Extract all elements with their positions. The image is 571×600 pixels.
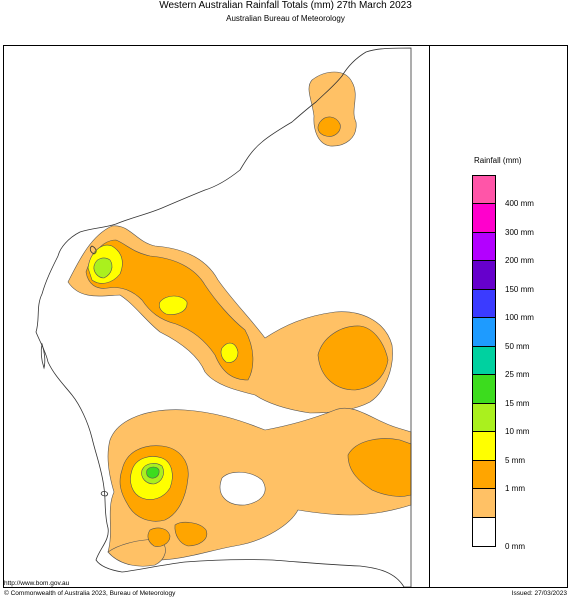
- legend-label: 25 mm: [505, 370, 530, 380]
- map-title: Western Australian Rainfall Totals (mm) …: [159, 0, 412, 11]
- legend-label: 400 mm: [505, 199, 534, 209]
- legend-swatch: [473, 375, 495, 404]
- wa-coastline: [35, 47, 412, 587]
- legend-swatch: [473, 232, 495, 262]
- map-subtitle: Australian Bureau of Meteorology: [226, 14, 345, 23]
- rain-region-pilbara-10mm-c: [220, 342, 239, 363]
- legend-label: 150 mm: [505, 284, 534, 294]
- legend-label: 0 mm: [505, 542, 525, 551]
- legend-swatch: [473, 318, 495, 347]
- legend-swatch: [473, 176, 495, 205]
- rain-region-pilbara-15mm: [93, 257, 113, 279]
- legend-divider: [429, 45, 430, 588]
- rain-region-south-coast-5mm-b: [147, 527, 171, 547]
- rain-region-south-25mm: [146, 466, 160, 479]
- legend-label: 100 mm: [505, 313, 534, 323]
- legend-swatch: [473, 517, 495, 546]
- rain-region-south-coast-5mm-a: [174, 521, 208, 547]
- footer-url[interactable]: http://www.bom.gov.au: [4, 580, 70, 587]
- legend-swatch: [473, 432, 495, 461]
- rain-region-pilbara-10mm-b: [158, 295, 188, 315]
- rain-region-east-5mm: [317, 325, 389, 391]
- legend-label: 200 mm: [505, 256, 534, 266]
- legend-swatch: [473, 204, 495, 233]
- legend-color-bar: [472, 175, 496, 547]
- legend-label: 300 mm: [505, 227, 534, 237]
- legend-swatch: [473, 403, 495, 433]
- legend-label: 50 mm: [505, 341, 530, 351]
- rain-region-kimberley-5mm: [317, 116, 341, 137]
- island-rottnest: [100, 491, 109, 497]
- dry-pocket-south-a: [219, 471, 266, 506]
- rain-region-southwest-coast-1mm: [107, 539, 166, 567]
- footer-issued: Issued: 27/03/2023: [511, 590, 567, 597]
- legend-swatch: [473, 489, 495, 518]
- legend-swatch: [473, 346, 495, 376]
- legend-swatch: [473, 289, 495, 319]
- map-frame: [3, 45, 568, 588]
- legend-swatch: [473, 460, 495, 490]
- legend-label: 5 mm: [505, 455, 525, 465]
- legend-label: 1 mm: [505, 484, 525, 494]
- footer-copyright: © Commonwealth of Australia 2023, Bureau…: [4, 590, 176, 597]
- legend-label: 15 mm: [505, 398, 530, 408]
- rain-region-southeast-5mm: [347, 438, 412, 497]
- legend-title: Rainfall (mm): [474, 156, 522, 165]
- island-dirk-hartog: [40, 342, 46, 370]
- legend-label: 10 mm: [505, 427, 530, 437]
- rainfall-map: [35, 47, 412, 587]
- island-barrow: [89, 245, 97, 255]
- legend-swatch: [473, 261, 495, 290]
